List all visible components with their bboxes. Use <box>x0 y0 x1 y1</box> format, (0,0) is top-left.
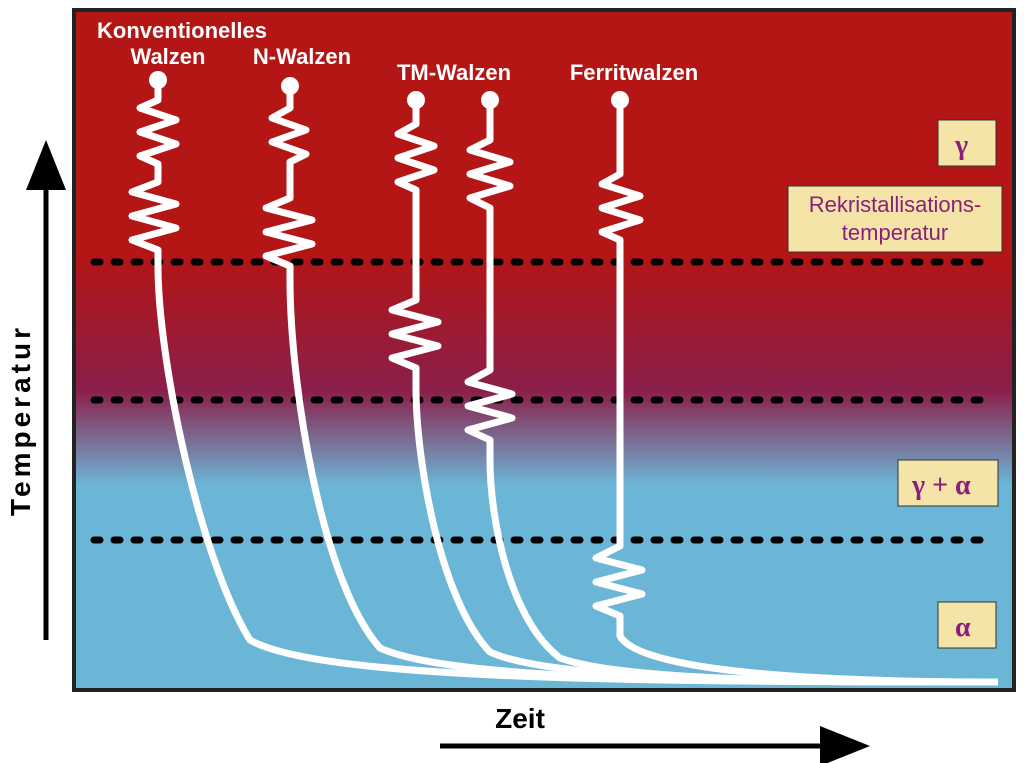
label-tmwalz: TM-Walzen <box>397 60 511 85</box>
curve-dot-tm2 <box>481 91 499 109</box>
curve-dot-ferrit <box>611 91 629 109</box>
curve-dot-tm1 <box>407 91 425 109</box>
label-konv2: Walzen <box>131 44 206 69</box>
y-axis: Temperatur <box>5 150 46 640</box>
y-axis-label: Temperatur <box>5 324 36 516</box>
x-axis: Zeit <box>440 703 860 746</box>
phase-text-rekrist-1: Rekristallisations- <box>809 192 981 217</box>
phase-text-gamma_alpha: γ + α <box>911 470 971 501</box>
panel-background <box>74 10 1014 690</box>
x-axis-label: Zeit <box>495 703 545 734</box>
label-konv1: Konventionelles <box>97 18 267 43</box>
curve-dot-konventionell <box>149 71 167 89</box>
curve-dot-nwalzen <box>281 77 299 95</box>
diagram-svg: γ Rekristallisations-temperatur γ + α α Kon… <box>0 0 1024 763</box>
rolling-processes-diagram: γ Rekristallisations-temperatur γ + α α Kon… <box>0 0 1024 763</box>
phase-text-rekrist-2: temperatur <box>842 220 948 245</box>
phase-text-alpha: α <box>955 612 971 643</box>
phase-text-gamma: γ <box>954 130 968 161</box>
label-nwalz: N-Walzen <box>253 44 351 69</box>
label-ferrit: Ferritwalzen <box>570 60 698 85</box>
